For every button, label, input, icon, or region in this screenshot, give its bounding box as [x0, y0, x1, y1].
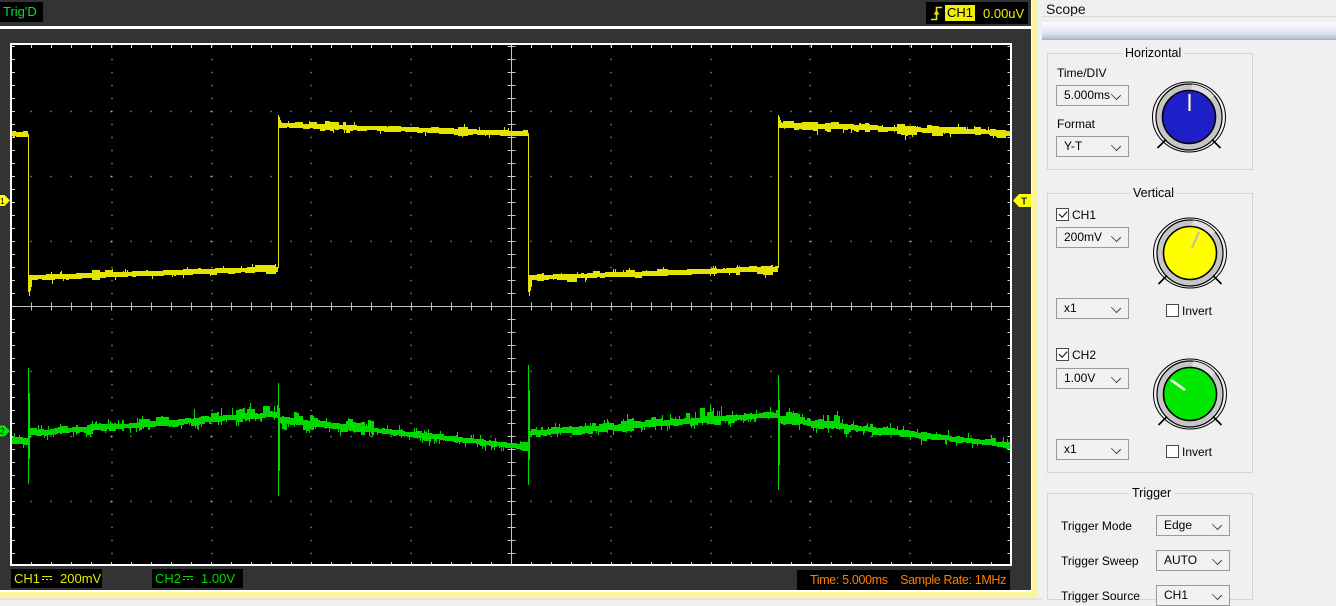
svg-text:1: 1: [0, 196, 5, 206]
svg-text:2: 2: [0, 426, 5, 436]
svg-text:T: T: [1021, 197, 1027, 208]
